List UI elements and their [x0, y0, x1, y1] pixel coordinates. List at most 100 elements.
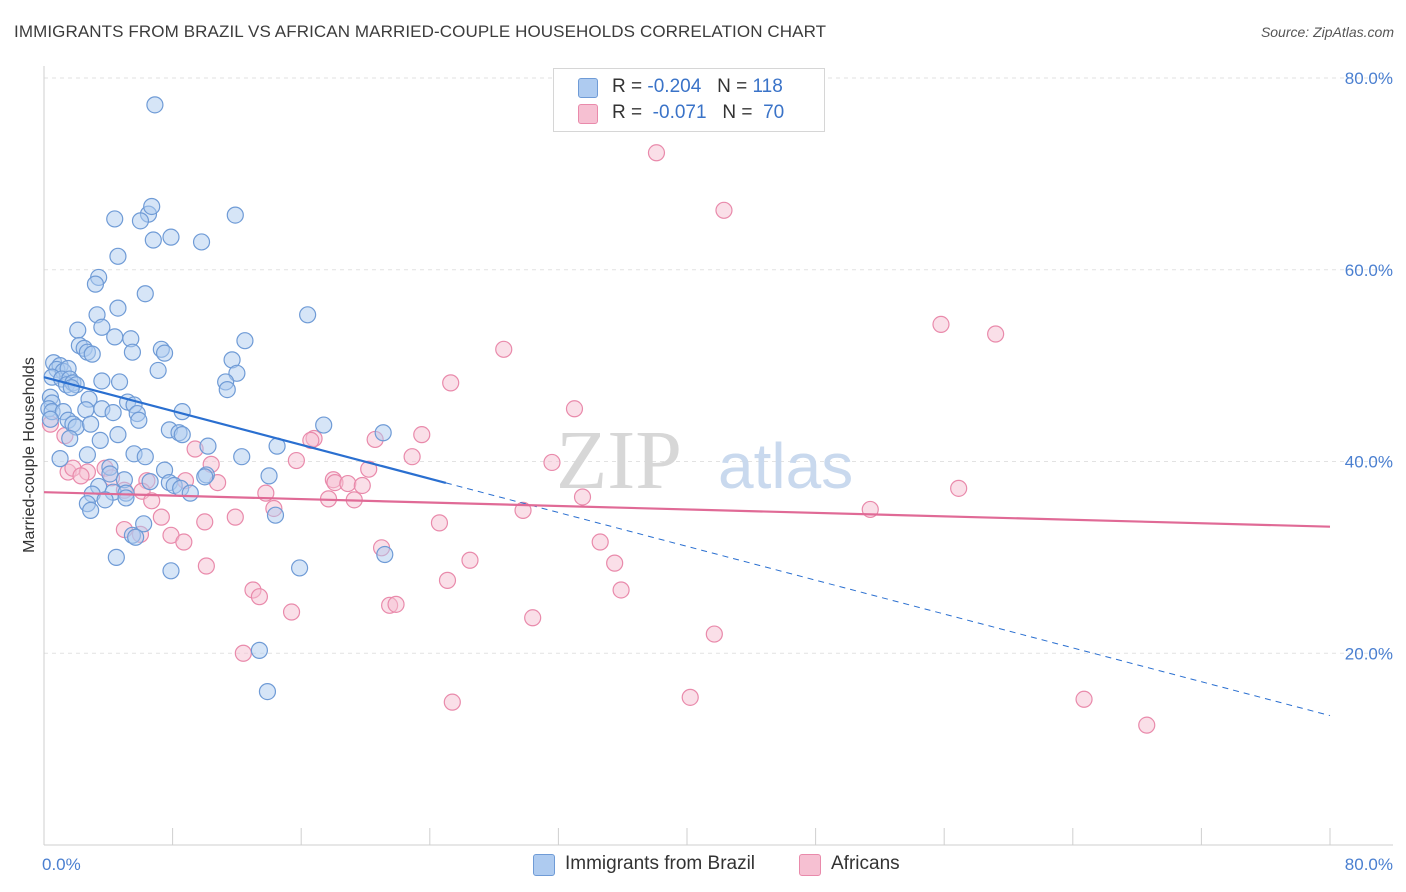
- data-point: [290, 559, 309, 577]
- data-point: [196, 513, 214, 531]
- data-point: [69, 321, 87, 339]
- data-point: [250, 641, 269, 659]
- data-point: [72, 467, 90, 485]
- brazil-swatch: [578, 78, 598, 98]
- y-tick-label: 20.0%: [1345, 644, 1393, 663]
- data-point: [374, 424, 392, 442]
- data-point: [495, 340, 513, 358]
- data-point: [130, 411, 148, 429]
- africans-legend-label: Africans: [831, 853, 900, 874]
- data-point: [681, 688, 699, 706]
- africans-swatch: [578, 104, 598, 124]
- data-point: [106, 328, 124, 346]
- data-point: [61, 429, 79, 448]
- x-tick-label: 80.0%: [1345, 855, 1393, 874]
- data-point: [353, 476, 371, 495]
- data-point: [96, 491, 114, 509]
- legend-r-label: R =: [612, 76, 643, 97]
- data-point: [175, 533, 193, 551]
- data-point: [162, 228, 180, 246]
- x-tick-label: 0.0%: [42, 855, 81, 874]
- data-point: [104, 404, 122, 422]
- data-point: [109, 426, 127, 444]
- x-tick-labels: 0.0% 80.0%: [42, 855, 1393, 874]
- data-point: [315, 416, 333, 434]
- data-point: [83, 345, 101, 363]
- legend-n-value-africans: 70: [763, 102, 785, 123]
- data-point: [173, 426, 191, 444]
- trend-lines: [43, 376, 1331, 717]
- legend-n-label: N =: [717, 76, 748, 97]
- data-point: [612, 581, 630, 599]
- data-point: [110, 373, 129, 391]
- legend-r-label: R =: [612, 102, 643, 123]
- data-point: [258, 682, 277, 701]
- data-point: [360, 460, 378, 478]
- data-point: [135, 515, 153, 533]
- data-point: [181, 484, 199, 502]
- data-point: [403, 448, 421, 466]
- data-point: [101, 465, 119, 483]
- data-point: [109, 299, 127, 317]
- data-point: [82, 415, 100, 433]
- data-point: [282, 603, 301, 621]
- africans-legend-swatch: [799, 854, 821, 876]
- data-point: [51, 450, 69, 468]
- africans-trend-line: [43, 491, 1331, 528]
- data-point: [442, 374, 460, 392]
- data-point: [543, 453, 561, 472]
- data-point: [146, 96, 164, 114]
- data-point: [573, 488, 592, 506]
- y-tick-label: 60.0%: [1345, 261, 1393, 280]
- data-point: [438, 571, 457, 589]
- data-point: [109, 247, 127, 265]
- data-point: [192, 233, 211, 251]
- data-point: [299, 306, 317, 324]
- watermark: ZIP atlas: [556, 414, 853, 507]
- data-point: [197, 557, 215, 575]
- data-point: [86, 275, 105, 293]
- data-point: [565, 400, 584, 418]
- watermark-atlas: atlas: [718, 430, 853, 502]
- data-point: [162, 562, 180, 580]
- data-point: [514, 501, 532, 519]
- data-point: [143, 197, 161, 216]
- brazil-points: [40, 96, 394, 701]
- data-point: [131, 212, 150, 230]
- y-tick-labels: 20.0% 40.0% 60.0% 80.0%: [1345, 69, 1393, 663]
- axes: [43, 66, 1393, 846]
- brazil-trend-line: [43, 376, 447, 484]
- data-point: [77, 401, 95, 419]
- data-point: [705, 625, 723, 643]
- data-point: [218, 380, 236, 399]
- data-point: [987, 325, 1005, 343]
- data-point: [1075, 690, 1093, 708]
- legend-n-value-brazil: 118: [752, 76, 783, 97]
- data-point: [199, 437, 217, 455]
- legend-r-value-africans: -0.071: [652, 102, 707, 123]
- data-point: [41, 410, 60, 428]
- data-point: [266, 506, 285, 524]
- data-point: [107, 548, 125, 566]
- data-point: [226, 508, 244, 526]
- data-point: [226, 206, 244, 224]
- data-point: [524, 609, 542, 627]
- data-point: [143, 492, 161, 510]
- data-point: [196, 468, 214, 486]
- y-tick-label: 40.0%: [1345, 453, 1393, 472]
- data-point: [443, 693, 461, 711]
- data-point: [82, 501, 100, 519]
- data-point: [1138, 716, 1156, 734]
- data-point: [647, 144, 666, 162]
- brazil-trend-extension: [445, 482, 1331, 717]
- brazil-legend-label: Immigrants from Brazil: [565, 853, 756, 874]
- data-point: [136, 448, 154, 466]
- data-point: [413, 426, 431, 444]
- data-point: [591, 533, 609, 551]
- data-point: [233, 448, 251, 466]
- data-point: [606, 554, 624, 572]
- legend-r-value-brazil: -0.204: [647, 76, 702, 97]
- y-tick-label: 80.0%: [1345, 69, 1393, 88]
- data-point: [250, 588, 269, 606]
